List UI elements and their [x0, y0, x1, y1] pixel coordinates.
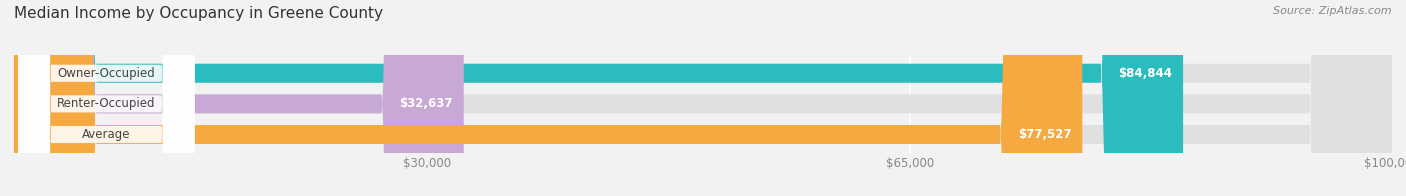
FancyBboxPatch shape: [18, 0, 194, 196]
FancyBboxPatch shape: [18, 0, 194, 196]
FancyBboxPatch shape: [14, 0, 1083, 196]
FancyBboxPatch shape: [18, 0, 194, 196]
Text: Owner-Occupied: Owner-Occupied: [58, 67, 155, 80]
Text: Average: Average: [82, 128, 131, 141]
Text: $77,527: $77,527: [1018, 128, 1071, 141]
FancyBboxPatch shape: [14, 0, 1392, 196]
Text: Renter-Occupied: Renter-Occupied: [58, 97, 156, 110]
FancyBboxPatch shape: [14, 0, 1392, 196]
Text: $84,844: $84,844: [1118, 67, 1173, 80]
FancyBboxPatch shape: [14, 0, 1182, 196]
Text: Median Income by Occupancy in Greene County: Median Income by Occupancy in Greene Cou…: [14, 6, 382, 21]
Text: Source: ZipAtlas.com: Source: ZipAtlas.com: [1274, 6, 1392, 16]
Text: $32,637: $32,637: [399, 97, 453, 110]
FancyBboxPatch shape: [14, 0, 464, 196]
FancyBboxPatch shape: [14, 0, 1392, 196]
